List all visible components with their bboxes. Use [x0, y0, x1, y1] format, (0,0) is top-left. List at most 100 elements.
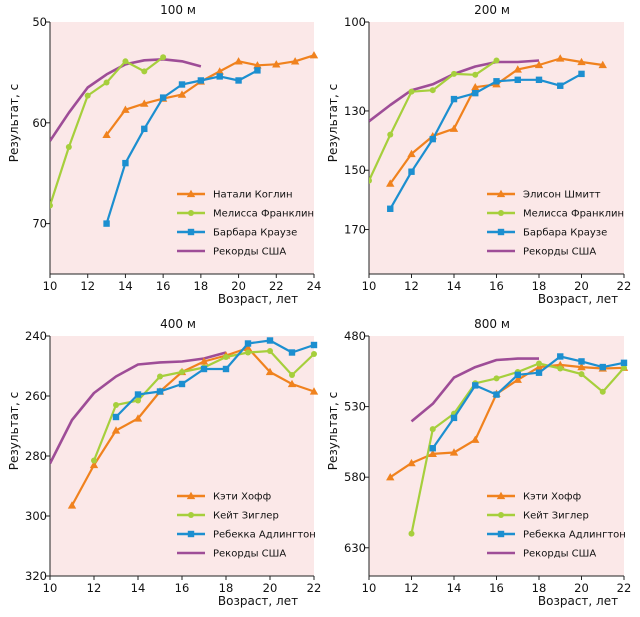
legend-marker: [186, 189, 196, 198]
data-point: [309, 387, 319, 395]
x-tick-label: 22: [617, 581, 632, 595]
data-point: [113, 402, 119, 408]
chart-title: 200 м: [474, 3, 510, 17]
data-point: [557, 353, 564, 360]
y-tick-label: 150: [344, 163, 366, 177]
data-point: [449, 448, 459, 456]
legend-entry: Кейт Зиглер: [523, 511, 589, 522]
series-line-0: [71, 346, 315, 507]
data-point: [222, 365, 230, 373]
x-tick-label: 10: [43, 581, 58, 595]
legend-entry: Рекорды США: [523, 247, 596, 258]
data-point: [534, 60, 544, 69]
data-point: [103, 79, 110, 86]
data-point: [429, 445, 436, 452]
data-point: [407, 149, 416, 158]
series-group: [50, 51, 319, 227]
legend-marker: [497, 228, 505, 236]
legend: Натали Коглин Мелисса Франклин Барбара Кра…: [177, 190, 314, 258]
data-point: [493, 375, 500, 382]
y-tick-label: 630: [344, 541, 366, 555]
y-tick-label: 170: [344, 223, 366, 237]
legend-marker: [496, 491, 506, 500]
legend: Элисон Шмитт Мелисса Франклин Барбара Крау…: [487, 190, 624, 258]
y-tick-label: 320: [25, 569, 47, 583]
data-point: [621, 364, 627, 371]
series-line-2: [431, 355, 625, 449]
data-point: [535, 369, 543, 376]
data-point: [289, 372, 295, 378]
data-point: [577, 362, 586, 371]
y-axis-label: Результат, с: [326, 84, 340, 162]
x-tick-label: 10: [362, 279, 377, 293]
data-point: [429, 135, 436, 143]
data-point: [310, 341, 318, 349]
data-point: [272, 60, 281, 68]
legend-marker: [498, 512, 504, 518]
x-tick-label: 16: [489, 581, 504, 595]
data-point: [91, 457, 97, 464]
x-tick-label: 16: [156, 279, 171, 293]
series-line-0: [389, 363, 625, 479]
data-point: [245, 349, 251, 356]
y-tick-label: 530: [344, 400, 366, 414]
data-point: [311, 351, 317, 357]
x-tick-label: 20: [263, 581, 278, 595]
data-point: [577, 57, 586, 66]
legend-entry: Рекорды США: [523, 549, 596, 560]
series-line-3: [50, 351, 227, 465]
data-point: [111, 426, 121, 434]
chart-panel-2: 400 м 10 12 14 16 18 20 22 240 260 280 300 320 Возрас…: [7, 317, 321, 608]
data-point: [429, 426, 436, 433]
y-tick-label: 280: [25, 449, 47, 463]
data-point: [556, 360, 565, 369]
x-tick-label: 16: [489, 279, 504, 293]
data-point: [159, 94, 167, 101]
data-point: [429, 87, 436, 94]
data-point: [122, 159, 129, 167]
data-point: [290, 57, 300, 65]
data-point: [243, 343, 253, 352]
x-axis-label: Возраст, лет: [538, 292, 618, 306]
data-point: [428, 449, 437, 458]
legend-marker: [187, 530, 195, 538]
legend-marker: [188, 210, 194, 216]
data-point: [387, 131, 394, 138]
x-tick-label: 20: [574, 581, 589, 595]
data-point: [288, 349, 296, 356]
x-tick-label: 18: [532, 279, 547, 293]
data-point: [578, 358, 585, 365]
series-group: [386, 353, 629, 537]
y-tick-label: 130: [344, 104, 366, 118]
data-point: [309, 51, 319, 59]
data-point: [89, 460, 99, 469]
data-point: [599, 388, 606, 395]
legend: Кэти Хофф Кейт Зиглер Ребекка Адлингтон Рек…: [487, 492, 626, 560]
chart-panel-0: 100 м 10 12 14 16 18 20 22 24 50 60 70 Возраст, лет Р…: [7, 3, 321, 306]
data-point: [387, 205, 394, 212]
x-tick-label: 18: [532, 581, 547, 595]
data-point: [557, 365, 564, 372]
data-point: [386, 179, 395, 187]
y-tick-label: 260: [25, 389, 47, 403]
y-tick-label: 70: [32, 217, 47, 231]
x-tick-label: 16: [175, 581, 190, 595]
data-point: [514, 76, 521, 84]
data-point: [223, 354, 229, 360]
x-tick-label: 22: [307, 581, 322, 595]
data-point: [450, 95, 458, 103]
y-tick-label: 300: [25, 509, 47, 523]
data-point: [408, 88, 415, 95]
legend-entry: Элисон Шмитт: [523, 190, 601, 201]
data-point: [235, 77, 242, 84]
data-point: [493, 391, 500, 398]
data-point: [122, 58, 129, 65]
data-point: [556, 54, 565, 62]
data-point: [177, 90, 187, 98]
data-point: [178, 380, 186, 388]
data-point: [578, 371, 585, 378]
y-tick-label: 580: [344, 470, 366, 484]
y-tick-label: 240: [25, 329, 47, 343]
data-point: [160, 54, 167, 61]
data-point: [216, 73, 223, 80]
